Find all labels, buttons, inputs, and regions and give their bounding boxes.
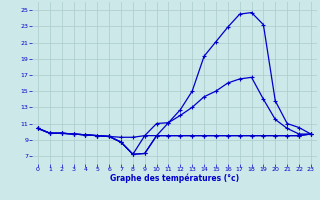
X-axis label: Graphe des températures (°c): Graphe des températures (°c) [110,174,239,183]
